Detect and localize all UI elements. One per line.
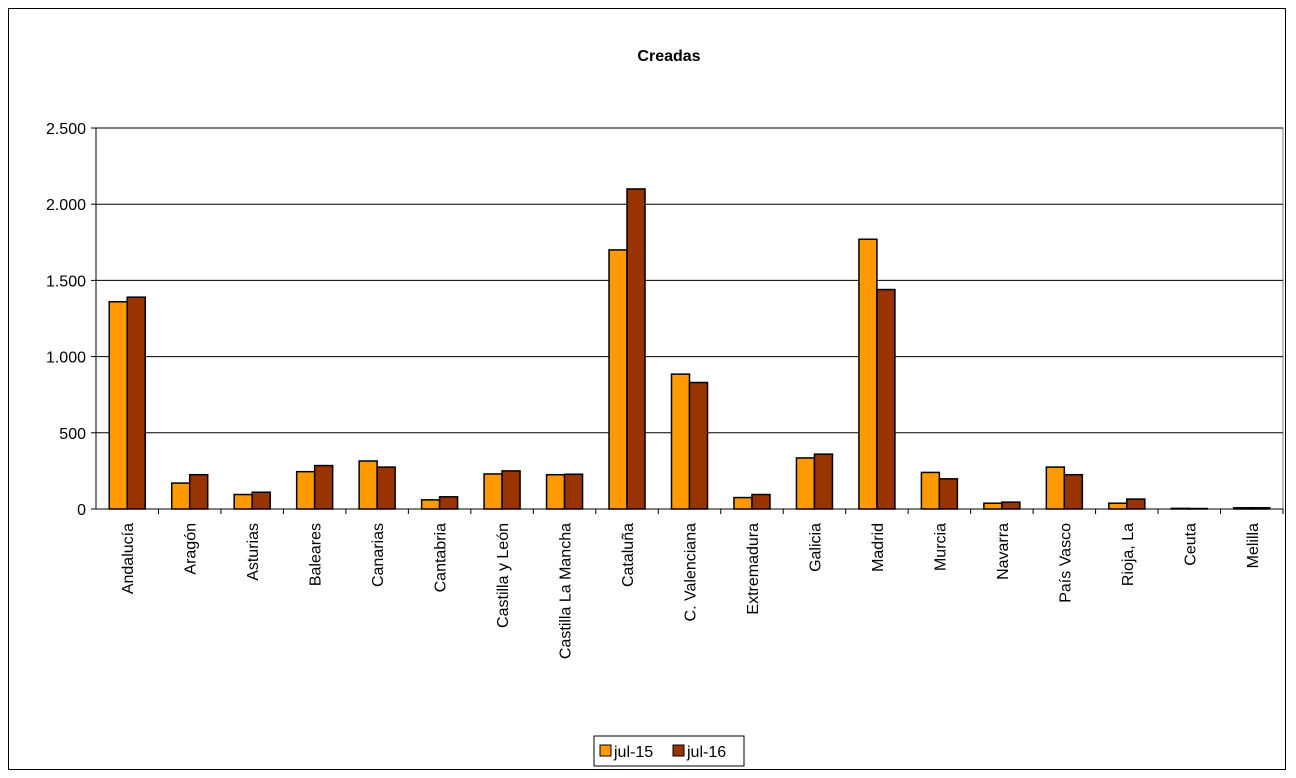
bar-jul-15 bbox=[108, 300, 128, 510]
bar-jul-15 bbox=[733, 496, 753, 510]
x-tick-label: Castilla y León bbox=[495, 523, 512, 628]
x-tick-label: Castilla La Mancha bbox=[558, 523, 575, 659]
x-tick-label: Extremadura bbox=[745, 523, 762, 615]
bar-jul-15 bbox=[420, 499, 441, 510]
bar-jul-15 bbox=[795, 457, 816, 510]
y-tick-label: 500 bbox=[59, 426, 86, 443]
bar-jul-15 bbox=[858, 238, 878, 510]
x-tick-label: Asturias bbox=[245, 523, 262, 581]
x-axis: Andalucía Aragón Asturias Baleares Canarias C… bbox=[96, 508, 1284, 659]
legend-swatch bbox=[599, 744, 612, 757]
bar-jul-16 bbox=[626, 188, 646, 510]
x-tick-label: Galicia bbox=[807, 523, 824, 572]
bar-jul-15 bbox=[483, 473, 503, 510]
bar-jul-16 bbox=[501, 470, 521, 510]
y-tick-label: 2.000 bbox=[46, 197, 86, 214]
bar-jul-16 bbox=[376, 466, 396, 510]
x-tick-label: Cantabria bbox=[433, 523, 450, 592]
bar-jul-16 bbox=[751, 493, 771, 510]
bar-jul-16 bbox=[1126, 498, 1146, 510]
y-tick-label: 1.500 bbox=[46, 273, 86, 290]
bar-jul-15 bbox=[920, 471, 941, 510]
bars bbox=[108, 188, 1271, 510]
x-tick-label: País Vasco bbox=[1057, 523, 1074, 603]
y-tick-label: 2.500 bbox=[46, 121, 86, 138]
x-tick-label: Madrid bbox=[870, 523, 887, 572]
bar-jul-16 bbox=[251, 491, 271, 510]
bar-jul-16 bbox=[876, 288, 896, 510]
legend-box bbox=[593, 735, 745, 767]
bar-jul-16 bbox=[438, 496, 459, 510]
bar-jul-16 bbox=[563, 473, 584, 510]
bar-jul-15 bbox=[1108, 502, 1128, 510]
x-tick-label: Aragón bbox=[183, 523, 200, 575]
x-tick-label: Cataluña bbox=[620, 523, 637, 587]
bar-jul-15 bbox=[170, 482, 191, 510]
bar-jul-15 bbox=[295, 470, 316, 510]
bar-jul-16 bbox=[1063, 473, 1084, 510]
bar-jul-15 bbox=[545, 473, 566, 510]
chart-title: Creadas bbox=[637, 48, 700, 65]
bar-jul-15 bbox=[1045, 466, 1066, 510]
chart-frame bbox=[8, 8, 1286, 770]
bar-jul-15 bbox=[670, 373, 691, 510]
bar-jul-15 bbox=[358, 460, 378, 510]
bar-jul-16 bbox=[688, 381, 709, 510]
x-tick-label: Ceuta bbox=[1182, 523, 1199, 566]
legend-label: jul-16 bbox=[686, 744, 726, 761]
x-tick-label: C. Valenciana bbox=[683, 523, 700, 622]
legend-swatch bbox=[672, 744, 685, 757]
y-tick-label: 0 bbox=[77, 502, 86, 519]
bar-jul-16 bbox=[313, 464, 334, 510]
bar-jul-15 bbox=[983, 502, 1003, 510]
bar-jul-16 bbox=[126, 296, 146, 510]
bar-jul-15 bbox=[233, 493, 253, 510]
bar-jul-16 bbox=[188, 473, 209, 510]
x-tick-label: Navarra bbox=[995, 523, 1012, 580]
x-tick-label: Melilla bbox=[1245, 523, 1262, 568]
y-tick-label: 1.000 bbox=[46, 350, 86, 367]
legend: jul-15 jul-16 bbox=[593, 735, 745, 767]
x-tick-label: Baleares bbox=[308, 523, 325, 586]
bar-jul-16 bbox=[938, 478, 959, 510]
x-tick-label: Murcia bbox=[932, 523, 949, 571]
x-tick-label: Rioja, La bbox=[1120, 523, 1137, 586]
legend-label: jul-15 bbox=[613, 744, 653, 761]
bar-jul-16 bbox=[1001, 501, 1021, 510]
bar-jul-16 bbox=[813, 453, 834, 510]
bar-jul-15 bbox=[608, 249, 628, 510]
x-tick-label: Canarias bbox=[370, 523, 387, 587]
x-tick-label: Andalucía bbox=[120, 523, 137, 594]
y-axis: 0 500 1.000 1.500 2.000 2.500 bbox=[46, 121, 97, 519]
